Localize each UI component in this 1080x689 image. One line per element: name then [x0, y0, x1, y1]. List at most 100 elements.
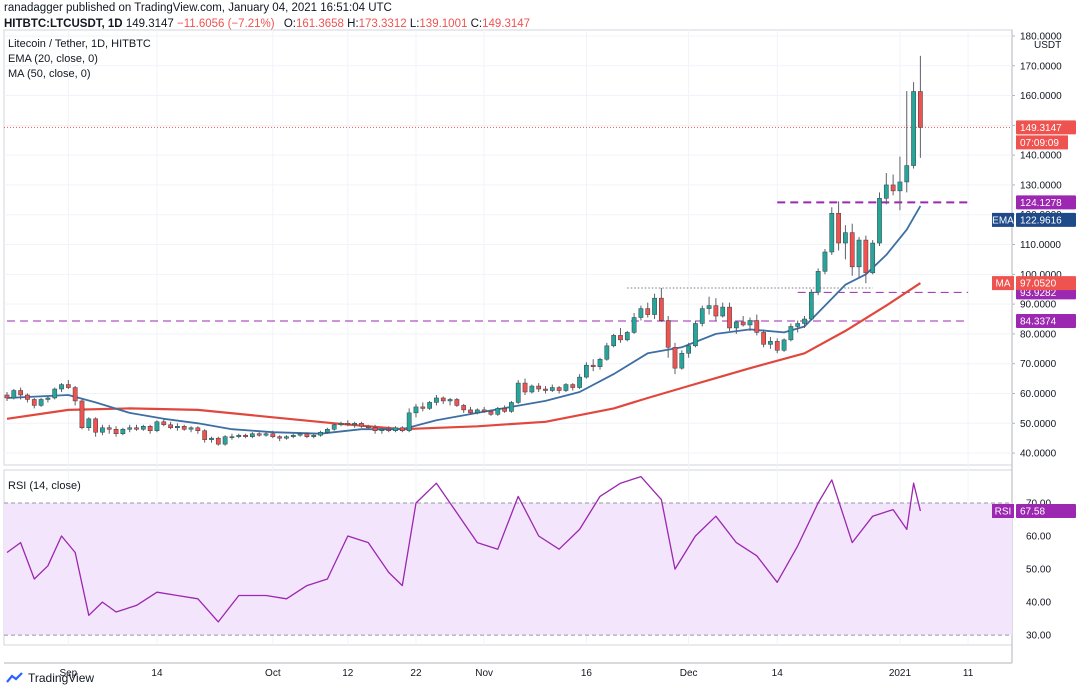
candle-2020-12-22 [829, 207, 835, 255]
candle-body [590, 364, 596, 367]
candle-2020-12-25 [849, 223, 855, 276]
candle-body [386, 428, 392, 431]
candle-body [18, 390, 23, 396]
candle-body [140, 426, 146, 430]
candle-body [127, 427, 133, 430]
candle-body [768, 341, 773, 345]
candle-body [815, 271, 821, 293]
candle-2020-10-19 [393, 426, 398, 433]
last-price: 149.3147 [125, 18, 174, 30]
candle-body [215, 437, 221, 445]
time-tick-label: 2021 [889, 668, 912, 679]
time-tick-label: Oct [265, 668, 281, 679]
candle-2020-12-01 [686, 342, 691, 358]
candle-body [65, 384, 71, 388]
candle-body [522, 382, 528, 393]
candle-body [904, 165, 910, 183]
candle-body [733, 321, 739, 329]
candle-body [284, 436, 289, 439]
candle-2020-09-19 [188, 426, 194, 433]
candle-2020-11-26 [652, 293, 657, 320]
candle-body [250, 433, 255, 437]
candle-body [727, 306, 732, 329]
candle-2020-09-22 [209, 436, 214, 443]
candle-body [270, 433, 276, 437]
ema-tag-text: 122.9616 [1020, 215, 1062, 226]
candle-2021-01-04 [918, 55, 923, 158]
candle-2020-09-07 [106, 424, 112, 434]
ema-tag-prefix: EMA [992, 215, 1014, 226]
candle-body [822, 251, 828, 272]
candle-body [856, 239, 862, 268]
candle-body [440, 397, 446, 402]
candle-2020-10-02 [277, 435, 283, 442]
candle-2020-11-23 [631, 313, 637, 334]
candle-2020-11-16 [584, 362, 589, 379]
candle-2020-10-21 [406, 408, 412, 433]
candle-2020-10-25 [434, 394, 439, 406]
candle-2020-09-27 [243, 433, 248, 439]
candle-2020-12-23 [836, 201, 841, 251]
candle-body [100, 427, 105, 433]
candle-2020-09-16 [168, 421, 173, 430]
low-label: L: [409, 18, 420, 30]
candle-2020-08-25 [18, 387, 23, 400]
candle-body [399, 427, 405, 431]
candle-2020-09-04 [86, 417, 92, 431]
candle-2020-09-30 [263, 432, 269, 437]
ema-20-layer [6, 205, 922, 435]
candle-2020-10-31 [474, 408, 480, 415]
candle-2020-09-12 [140, 424, 146, 431]
candle-body [290, 434, 296, 437]
level-tag-93.9282-text: 93.9282 [1020, 288, 1057, 299]
candle-2021-01-03 [911, 82, 916, 169]
candle-2020-09-29 [256, 432, 262, 437]
candle-2020-09-23 [215, 436, 221, 446]
candle-body [693, 323, 698, 347]
candle-2020-10-20 [399, 426, 405, 433]
ema-tag-prefix-bg [992, 212, 1014, 227]
candle-2020-10-10 [331, 423, 337, 431]
price-axis[interactable]: 40.0000 50.0000 60.0000 70.0000 80.0000 90.00… [1012, 31, 1062, 460]
candle-body [420, 406, 426, 409]
candle-2020-11-04 [502, 405, 507, 413]
candle-body [38, 399, 44, 406]
candle-2020-11-21 [618, 327, 623, 343]
candle-body [263, 433, 269, 436]
rsi-tag-prefix: RSI [995, 507, 1012, 518]
time-tick-label: Nov [475, 668, 493, 679]
ma-tag: MA 97.0520 [992, 276, 1076, 291]
tradingview-logo[interactable]: TradingView [6, 670, 94, 686]
candle-body [659, 297, 664, 321]
time-tick-label: 12 [342, 668, 354, 679]
candle-body [79, 400, 85, 429]
candle-body [890, 184, 896, 192]
candle-2020-08-30 [52, 387, 58, 400]
candle-body [52, 388, 58, 399]
candle-2020-09-18 [181, 424, 187, 431]
price-tick-label: 160.0000 [1020, 91, 1062, 102]
candle-body [556, 387, 562, 391]
rsi-band [4, 502, 1012, 636]
candle-body [359, 423, 364, 427]
level-tag-84.3374-text: 84.3374 [1020, 316, 1057, 327]
candle-body [181, 426, 187, 430]
candle-body [563, 384, 569, 391]
rsi-tick-label: 60.00 [1026, 532, 1051, 543]
level-tag-124.1278: 124.1278 [1016, 195, 1076, 210]
candle-body [406, 412, 412, 431]
countdown-text: 07:09:09 [1020, 138, 1059, 149]
time-axis[interactable]: Sep 14 Oct 12 22 Nov 16 Dec 14 2021 11 [59, 668, 973, 679]
countdown-bg [1016, 135, 1068, 150]
horizontal-levels[interactable] [4, 126, 1012, 322]
candle-body [277, 436, 283, 439]
candle-body [747, 320, 753, 326]
candle-2020-10-15 [365, 424, 371, 430]
rsi-tag: RSI 67.58 [992, 504, 1076, 519]
ema-20-line [6, 205, 922, 435]
candle-2020-10-13 [352, 421, 357, 428]
candle-body [474, 409, 480, 414]
price-unit: USDT [1034, 40, 1061, 51]
